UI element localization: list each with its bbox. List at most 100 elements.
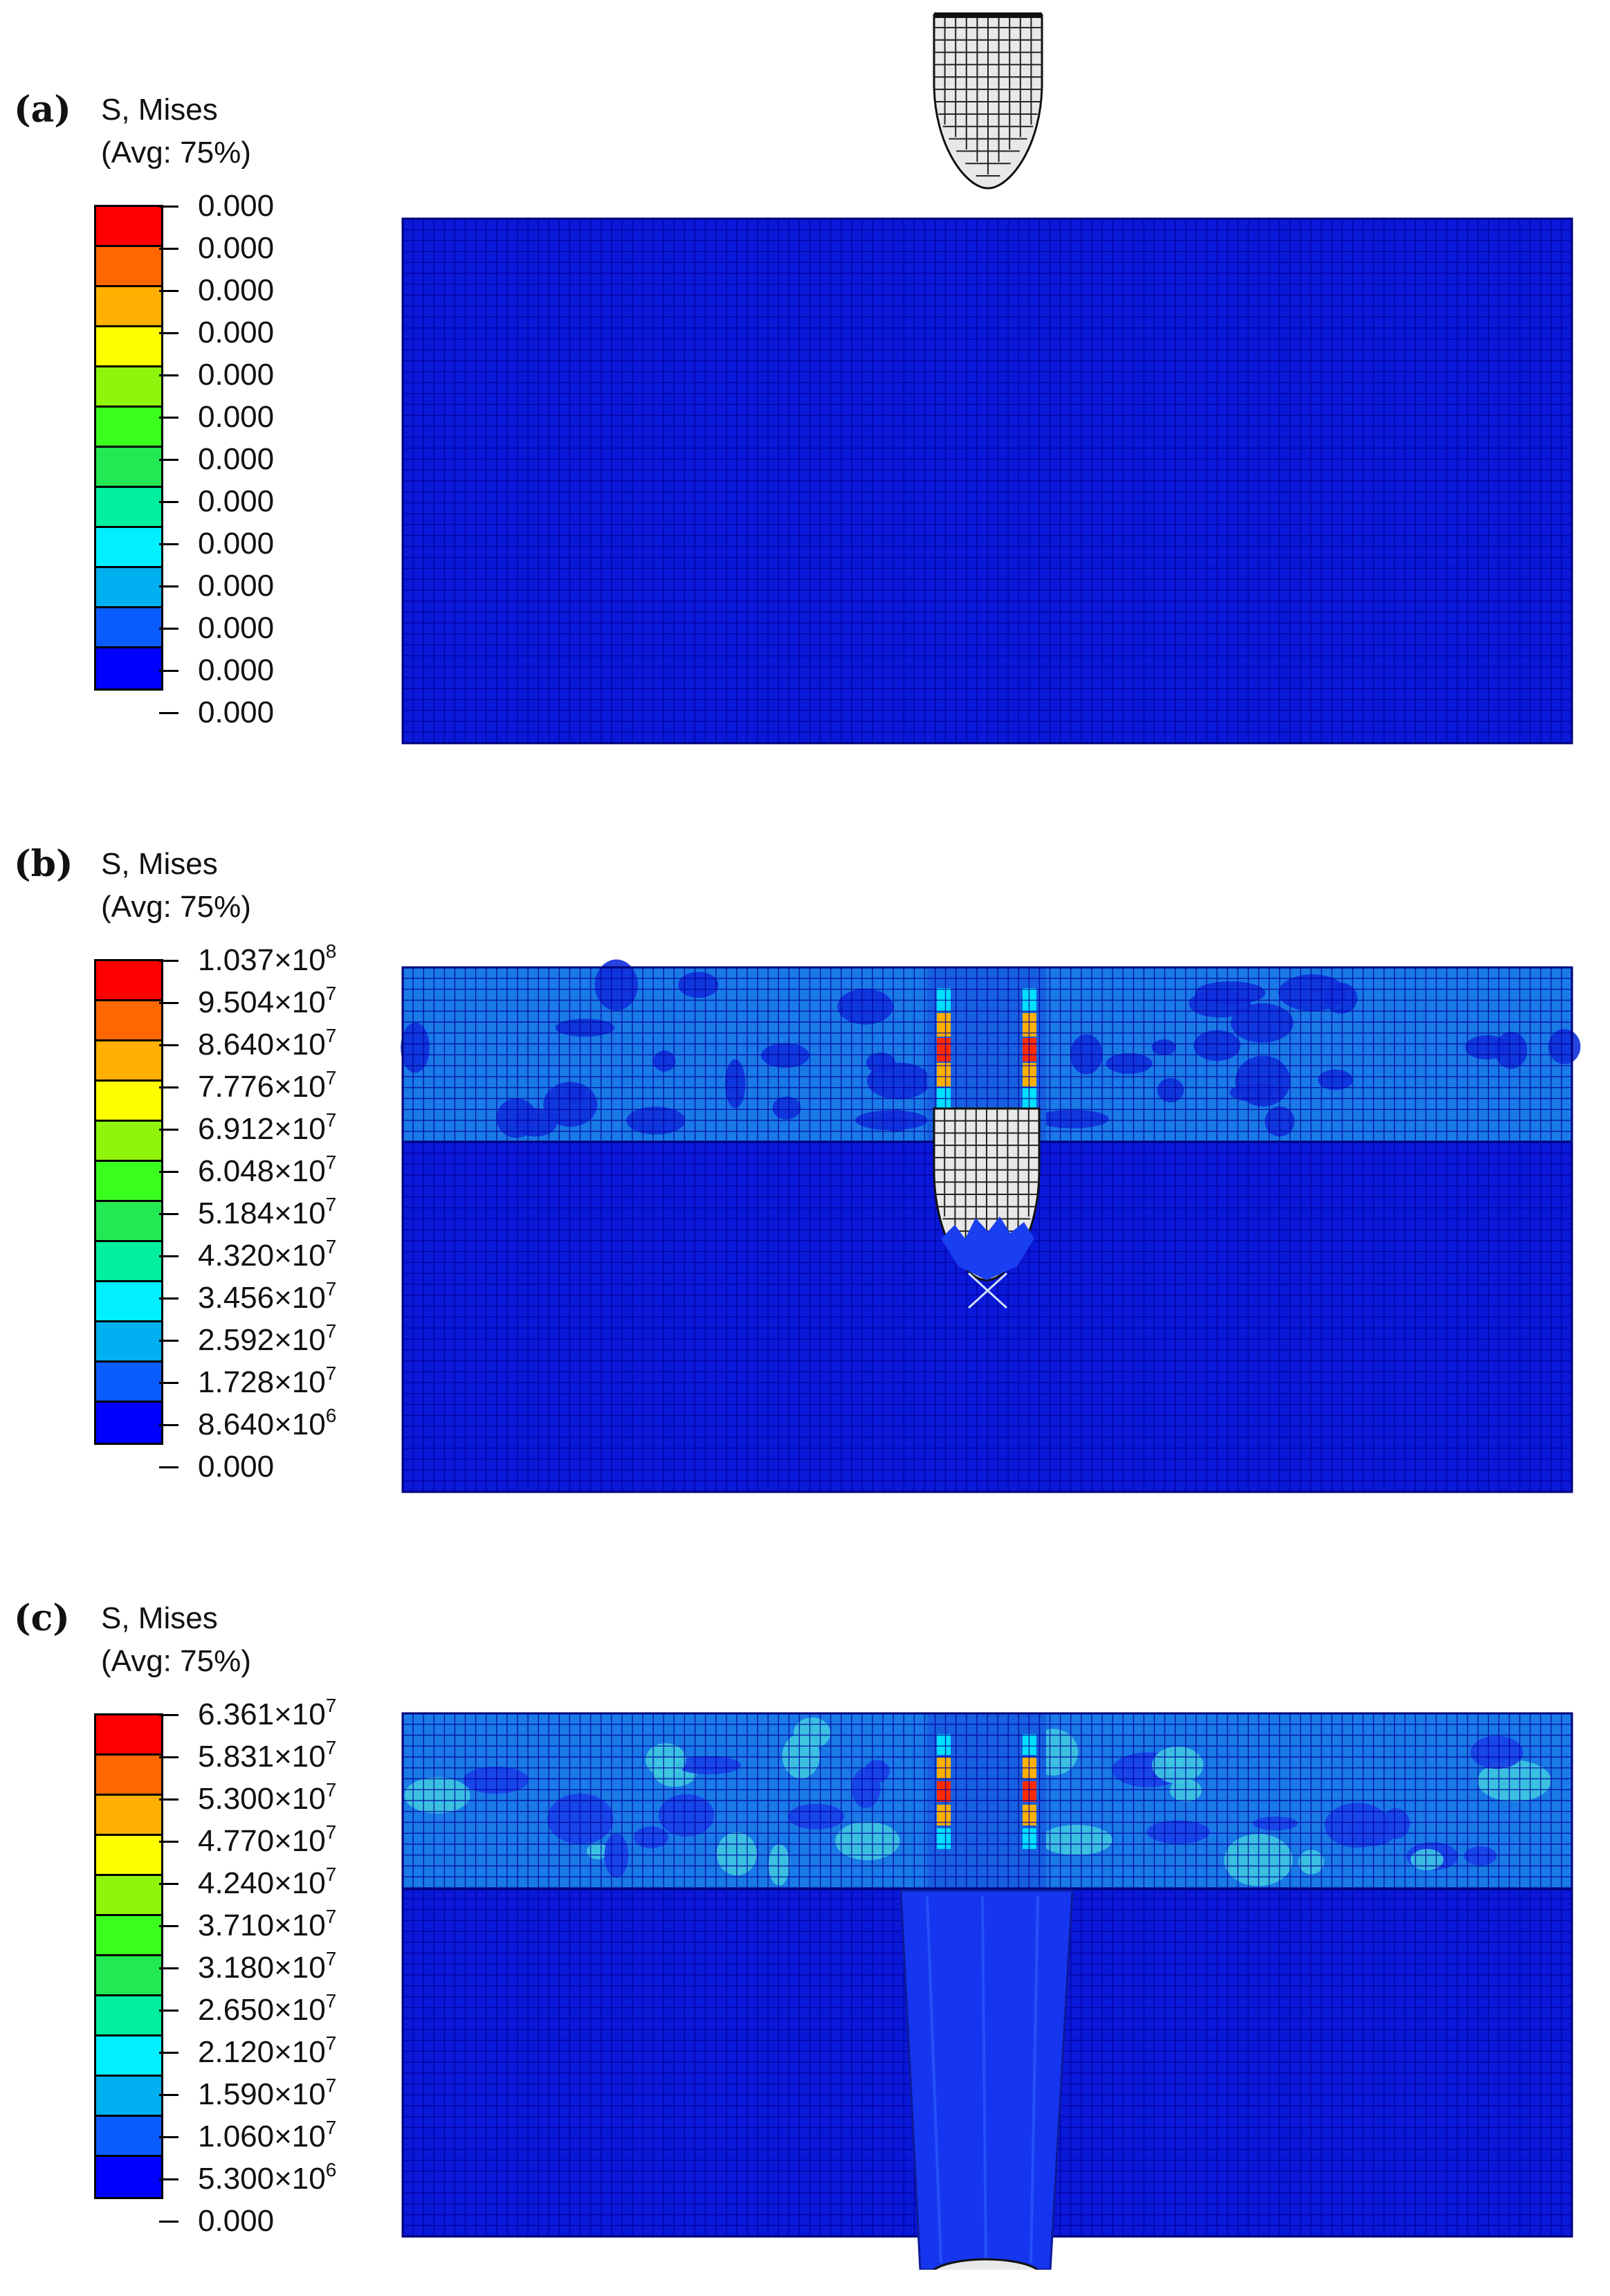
legend-tick [159,290,179,292]
projectile [933,12,1043,190]
legend-tick [159,2221,179,2223]
legend-tick [159,374,179,376]
legend-tick-label: 0.000 [198,484,275,518]
legend-tick [159,2136,179,2138]
contour-legend: 0.000 0.000 0.000 0.000 0.000 0.000 0.000 0.000… [0,0,387,761]
legend-tick [159,960,179,962]
color-bar [94,1713,163,2199]
color-swatch [96,1242,161,1282]
legend-averaging: (Avg: 75%) [101,136,251,170]
color-swatch [96,1916,161,1956]
legend-tick [159,1883,179,1885]
color-swatch [96,1282,161,1322]
legend-tick-label: 0.000 [198,189,275,223]
legend-tick [159,585,179,587]
legend-tick-label: 0.000 [198,2204,275,2238]
target-plate [401,1712,1573,2238]
simulation-view [401,1712,1573,2270]
legend-tick-label: 0.000 [198,695,275,729]
legend-tick [159,2094,179,2096]
legend-tick-label: 6.048×107 [198,1151,337,1188]
legend-tick [159,1213,179,1215]
color-swatch [96,367,161,408]
legend-tick-label: 4.770×107 [198,1821,337,1858]
color-swatch [96,247,161,287]
legend-tick-label: 0.000 [198,569,275,603]
legend-tick-label: 3.456×107 [198,1278,337,1315]
color-swatch [96,1956,161,1996]
legend-tick-label: 6.912×107 [198,1109,337,1146]
color-swatch [96,1202,161,1242]
legend-tick-label: 2.120×107 [198,2032,337,2069]
legend-tick [159,712,179,714]
legend-tick [159,1297,179,1300]
legend-tick [159,417,179,419]
contour-legend: 1.037×108 9.504×107 8.640×107 7.776×107 6.91… [0,754,387,1515]
legend-tick [159,459,179,461]
legend-tick [159,670,179,672]
color-swatch [96,2077,161,2117]
legend-tick [159,1171,179,1173]
legend-tick-label: 0.000 [198,358,275,392]
color-swatch [96,1715,161,1756]
legend-tick-label: 2.592×107 [198,1320,337,1357]
legend-tick [159,1925,179,1927]
legend-tick-label: 9.504×107 [198,983,337,1019]
panel-a: (a) S, Mises (Avg: 75%) 0.000 0.000 0.000 0… [0,0,1610,761]
legend-tick-label: 0.000 [198,273,275,307]
color-swatch [96,608,161,648]
legend-tick-label: 4.320×107 [198,1236,337,1273]
color-swatch [96,327,161,367]
color-swatch [96,287,161,327]
legend-variable: S, Mises [101,1601,218,1635]
color-swatch [96,1041,161,1082]
legend-tick-label: 2.650×107 [198,1990,337,2027]
legend-tick-label: 4.240×107 [198,1864,337,1900]
legend-tick [159,332,179,334]
projectile-deformed [899,1889,1074,2270]
simulation-view [401,959,1581,1493]
color-swatch [96,1996,161,2037]
target-plate [401,217,1573,745]
panel-b: (b) S, Mises (Avg: 75%) 1.037×108 9.504×1… [0,754,1610,1515]
legend-tick [159,1382,179,1384]
color-swatch [96,2157,161,2197]
legend-tick-label: 0.000 [198,527,275,561]
legend-tick [159,628,179,630]
legend-tick-label: 3.180×107 [198,1948,337,1985]
legend-tick [159,2052,179,2054]
color-swatch [96,961,161,1001]
panel-label: (b) [14,843,73,885]
color-swatch [96,568,161,608]
legend-tick-label: 0.000 [198,316,275,349]
legend-tick [159,206,179,208]
legend-tick [159,1967,179,1969]
legend-tick [159,543,179,545]
color-swatch [96,1836,161,1876]
legend-tick-label: 5.831×107 [198,1737,337,1774]
color-swatch [96,1001,161,1041]
legend-tick-label: 1.590×107 [198,2075,337,2111]
legend-tick-label: 0.000 [198,400,275,434]
legend-tick [159,1086,179,1088]
legend-tick-label: 0.000 [198,231,275,265]
color-swatch [96,2037,161,2077]
color-swatch [96,1876,161,1916]
legend-tick [159,1466,179,1468]
panel-label: (c) [14,1597,70,1639]
color-swatch [96,408,161,448]
legend-tick [159,1424,179,1426]
legend-tick-label: 5.300×106 [198,2159,337,2196]
simulation-view [401,12,1573,745]
legend-title: S, Mises (Avg: 75%) [101,843,251,929]
panel-label: (a) [14,89,71,131]
legend-title: S, Mises (Avg: 75%) [101,89,251,174]
legend-tick-label: 0.000 [198,611,275,645]
legend-tick [159,2178,179,2180]
legend-tick [159,1714,179,1716]
legend-tick [159,1798,179,1801]
legend-tick-label: 8.640×107 [198,1025,337,1062]
color-swatch [96,648,161,689]
color-swatch [96,1403,161,1443]
legend-tick [159,1002,179,1004]
